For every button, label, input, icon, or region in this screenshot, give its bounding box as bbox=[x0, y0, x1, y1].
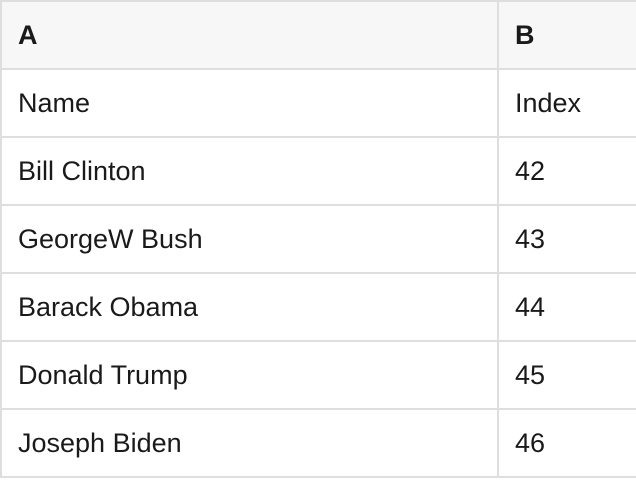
cell-b: 46 bbox=[497, 408, 636, 478]
cell-a: Joseph Biden bbox=[0, 408, 499, 478]
cell-a: Barack Obama bbox=[0, 272, 499, 342]
cell-a: GeorgeW Bush bbox=[0, 204, 499, 274]
table-row: Bill Clinton 42 bbox=[0, 136, 636, 206]
column-header-b: B bbox=[497, 0, 636, 70]
table-row: Name Index bbox=[0, 68, 636, 138]
cell-b: 44 bbox=[497, 272, 636, 342]
cell-b: Index bbox=[497, 68, 636, 138]
cell-a: Bill Clinton bbox=[0, 136, 499, 206]
cell-a: Donald Trump bbox=[0, 340, 499, 410]
table-row: Barack Obama 44 bbox=[0, 272, 636, 342]
column-header-a: A bbox=[0, 0, 499, 70]
cell-b: 43 bbox=[497, 204, 636, 274]
cell-b: 42 bbox=[497, 136, 636, 206]
table-row: GeorgeW Bush 43 bbox=[0, 204, 636, 274]
table-body: Name Index Bill Clinton 42 GeorgeW Bush 43 Bar… bbox=[0, 68, 636, 478]
cell-a: Name bbox=[0, 68, 499, 138]
column-header-row: A B bbox=[0, 0, 636, 70]
table-row: Joseph Biden 46 bbox=[0, 408, 636, 478]
cell-b: 45 bbox=[497, 340, 636, 410]
spreadsheet-table: A B Name Index Bill Clinton 42 GeorgeW Bush 4… bbox=[0, 0, 636, 478]
table-row: Donald Trump 45 bbox=[0, 340, 636, 410]
